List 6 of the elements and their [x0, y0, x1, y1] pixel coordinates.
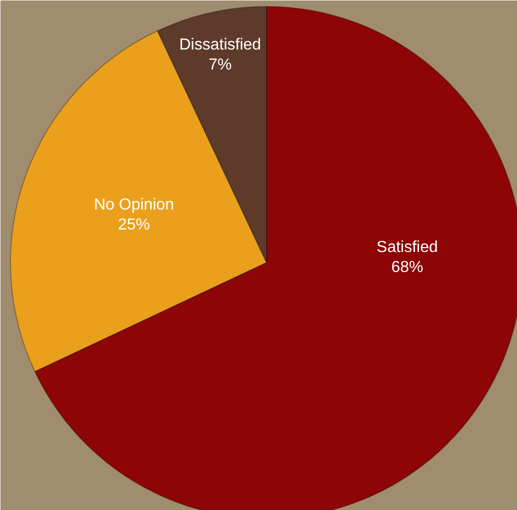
data-label: 7% — [208, 56, 232, 74]
slice-label: No Opinion — [94, 196, 174, 214]
slice-label: Satisfied — [376, 239, 438, 256]
data-label: 68% — [391, 259, 424, 276]
data-label: 25% — [118, 216, 150, 234]
slice-label: Dissatisfied — [179, 36, 262, 54]
